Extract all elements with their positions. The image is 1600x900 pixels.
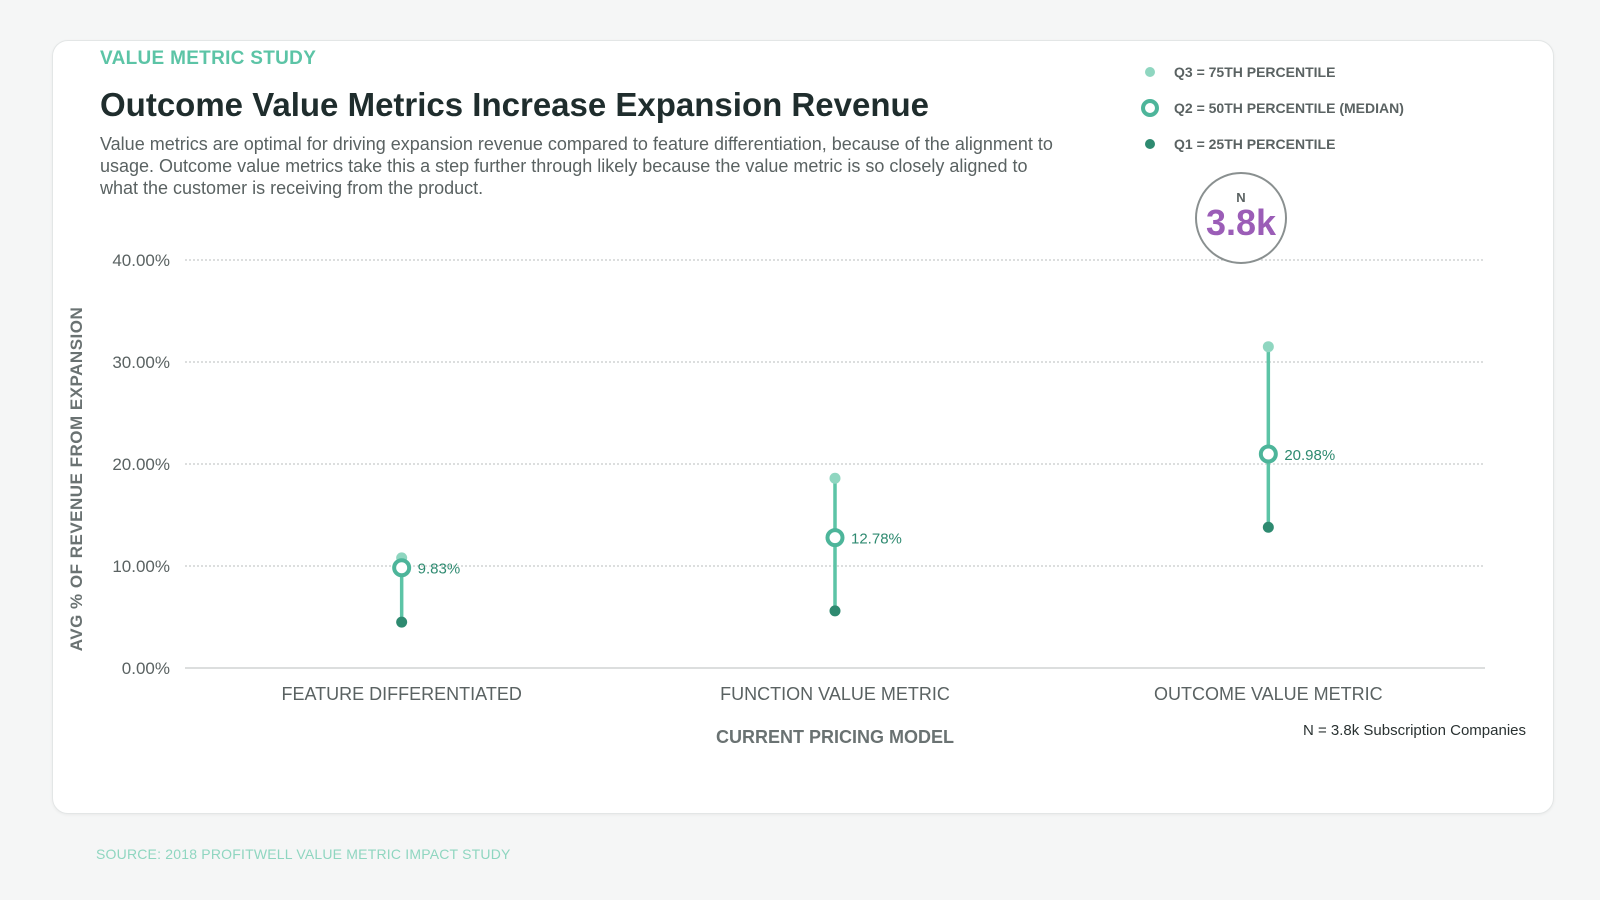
q2-point bbox=[1258, 444, 1278, 464]
y-tick-label: 0.00% bbox=[122, 659, 170, 678]
legend-label-q3: Q3 = 75TH PERCENTILE bbox=[1174, 64, 1336, 80]
q3-point bbox=[829, 472, 841, 484]
light-dot-icon bbox=[1138, 60, 1162, 84]
chart-card bbox=[52, 40, 1554, 814]
y-tick-label: 20.00% bbox=[112, 455, 170, 474]
y-tick-label: 10.00% bbox=[112, 557, 170, 576]
badge-value: 3.8k bbox=[1205, 202, 1277, 243]
q3-point bbox=[1262, 341, 1274, 353]
badge-letter: N bbox=[1236, 190, 1246, 205]
x-tick-label: FEATURE DIFFERENTIATED bbox=[281, 684, 521, 704]
x-tick-label: OUTCOME VALUE METRIC bbox=[1154, 684, 1383, 704]
ring-icon bbox=[1138, 96, 1162, 120]
q1-point bbox=[396, 616, 408, 628]
median-data-label: 9.83% bbox=[418, 561, 461, 578]
chart-title: Outcome Value Metrics Increase Expansion… bbox=[100, 86, 929, 123]
legend-item-q3: Q3 = 75TH PERCENTILE bbox=[1138, 54, 1404, 90]
q2-point bbox=[392, 558, 412, 578]
legend: Q3 = 75TH PERCENTILE Q2 = 50TH PERCENTIL… bbox=[1138, 54, 1404, 162]
legend-label-q1: Q1 = 25TH PERCENTILE bbox=[1174, 136, 1336, 152]
eyebrow-label: VALUE METRIC STUDY bbox=[100, 48, 317, 69]
median-data-label: 20.98% bbox=[1284, 447, 1335, 464]
y-tick-label: 30.00% bbox=[112, 353, 170, 372]
sample-size-badge: N 3.8k bbox=[1195, 172, 1287, 264]
legend-item-q2: Q2 = 50TH PERCENTILE (MEDIAN) bbox=[1138, 90, 1404, 126]
legend-item-q1: Q1 = 25TH PERCENTILE bbox=[1138, 126, 1404, 162]
y-axis-label: AVG % OF REVENUE FROM EXPANSION bbox=[67, 307, 86, 652]
x-tick-label: FUNCTION VALUE METRIC bbox=[720, 684, 950, 704]
median-data-label: 12.78% bbox=[851, 531, 902, 548]
footnote: N = 3.8k Subscription Companies bbox=[1302, 722, 1526, 739]
legend-label-q2: Q2 = 50TH PERCENTILE (MEDIAN) bbox=[1174, 100, 1404, 116]
x-axis-label: CURRENT PRICING MODEL bbox=[716, 727, 954, 747]
q1-point bbox=[829, 605, 841, 617]
q1-point bbox=[1262, 521, 1274, 533]
chart-subtitle: Value metrics are optimal for driving ex… bbox=[100, 134, 1053, 198]
source-note: SOURCE: 2018 PROFITWELL VALUE METRIC IMP… bbox=[96, 846, 511, 862]
q2-point bbox=[825, 528, 845, 548]
y-tick-label: 40.00% bbox=[112, 251, 170, 270]
dark-dot-icon bbox=[1138, 132, 1162, 156]
